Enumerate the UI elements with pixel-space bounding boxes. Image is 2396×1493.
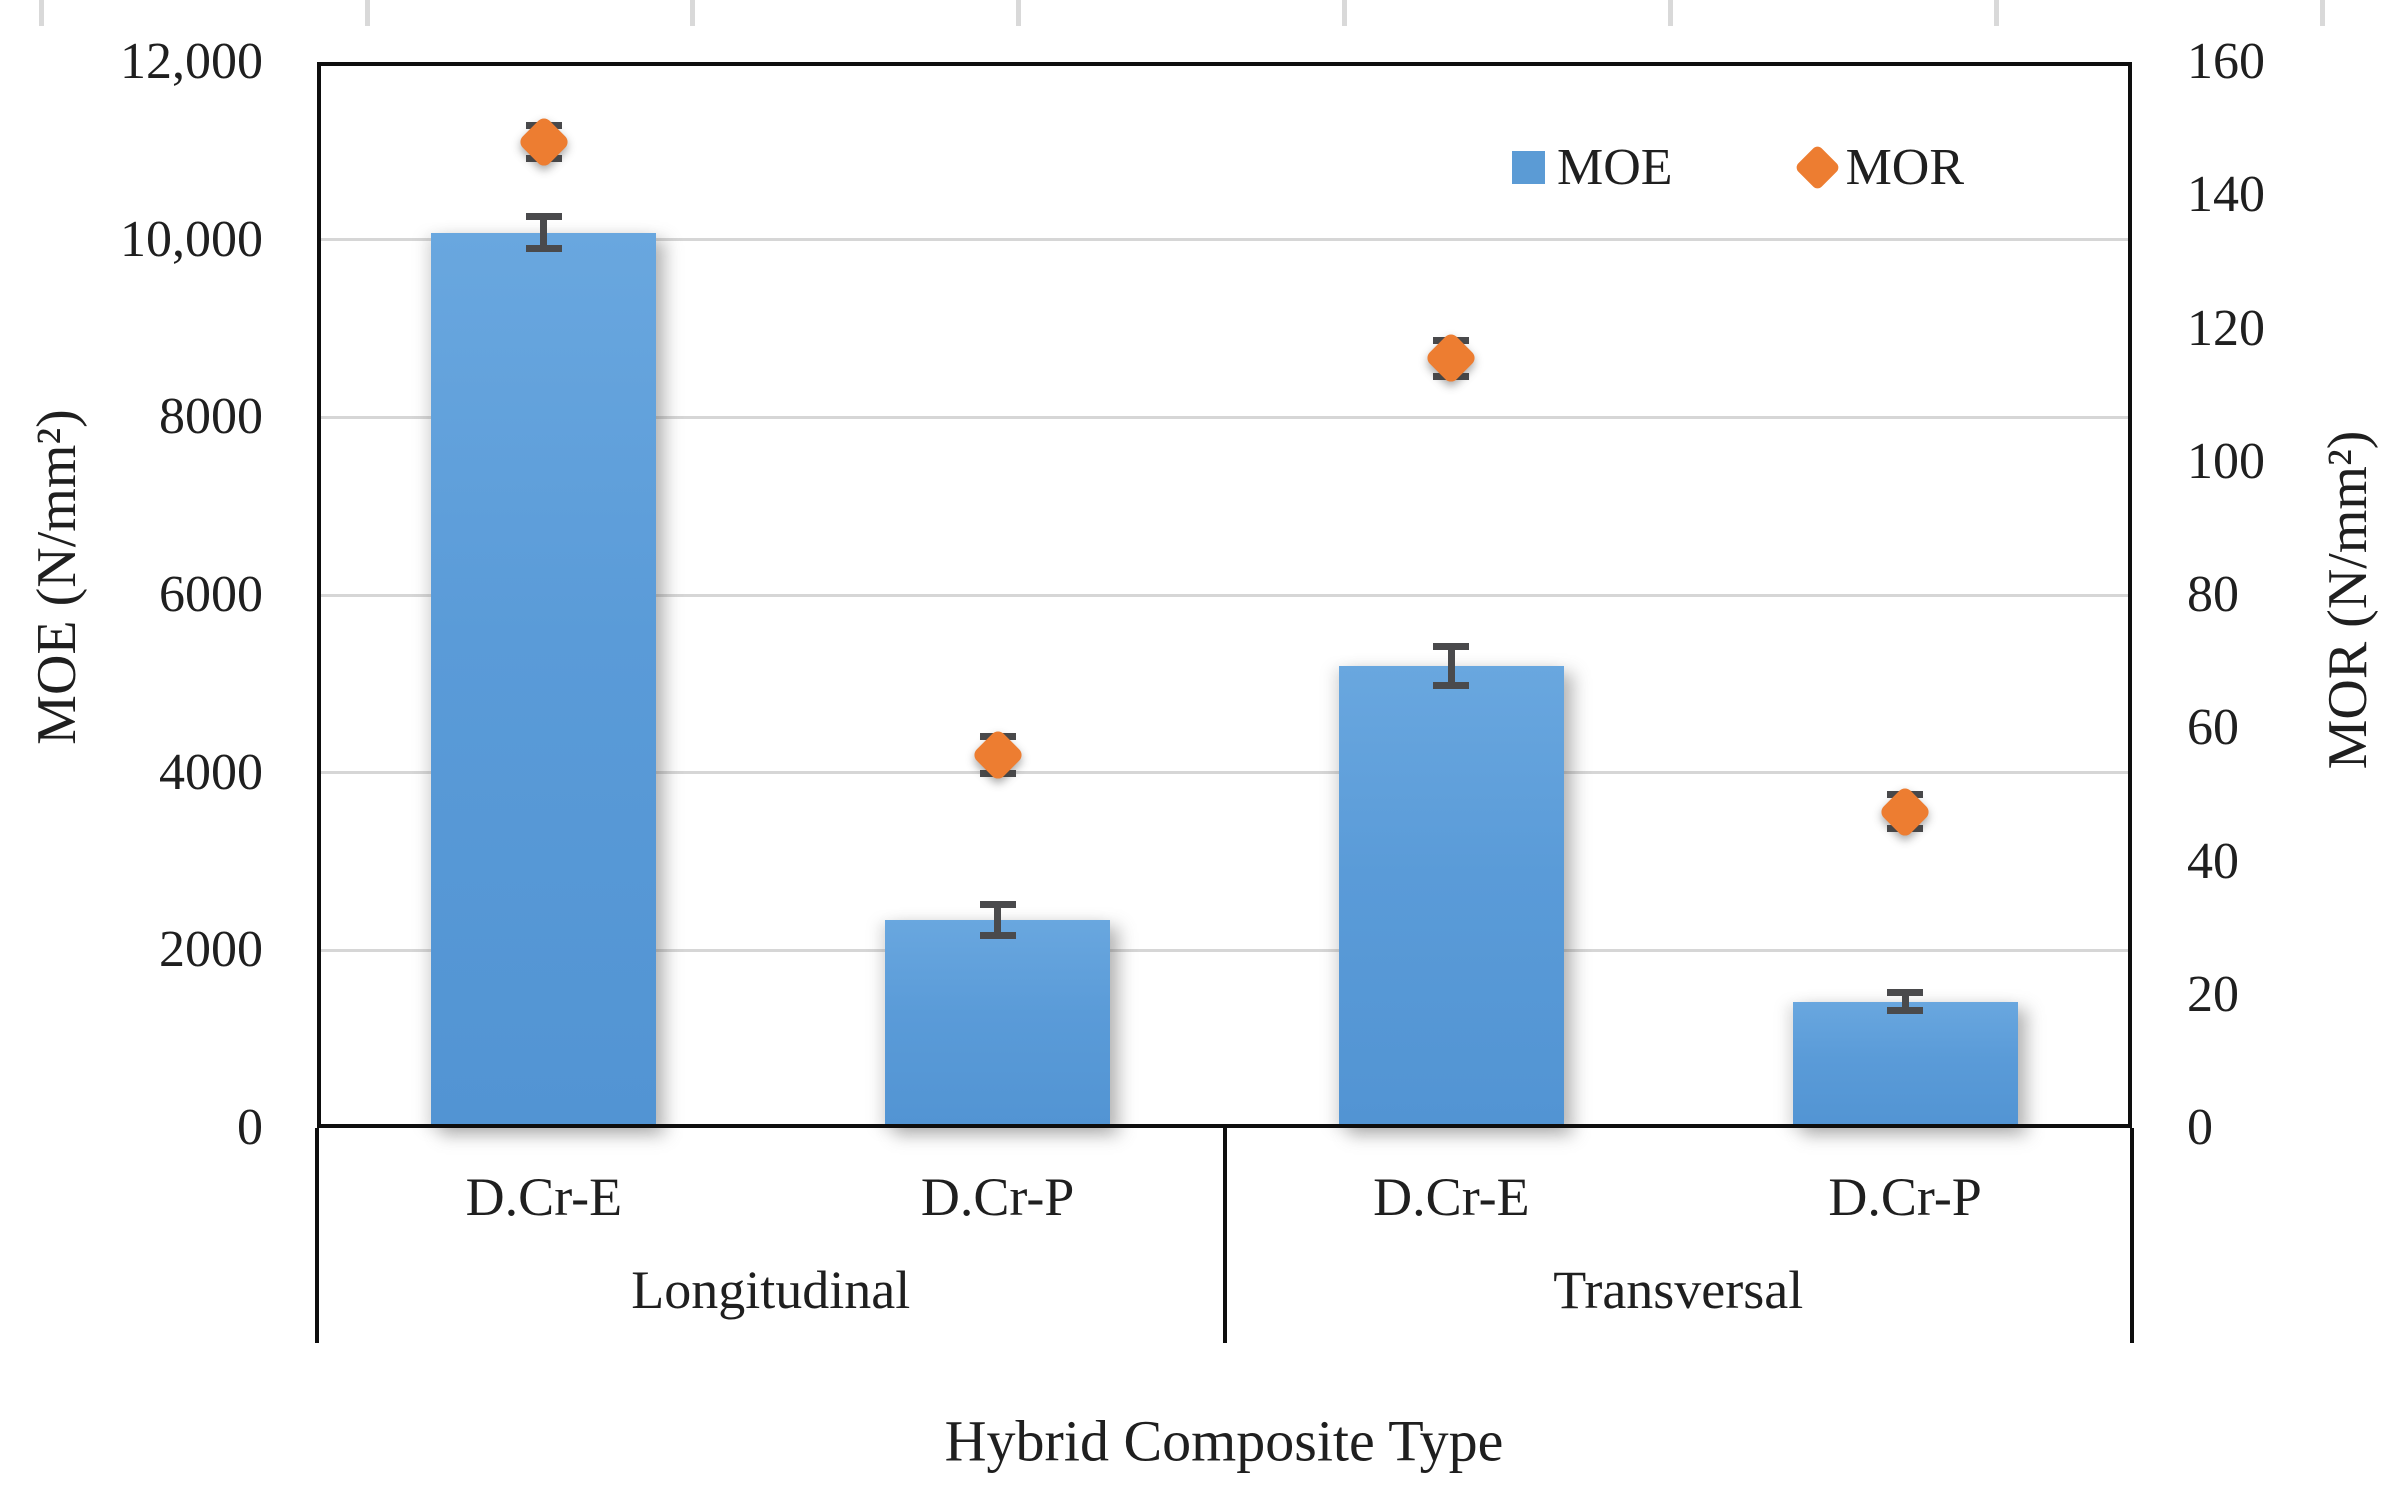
left-axis-tick-label: 0 <box>237 1099 263 1156</box>
top-edge-artifact-tick <box>365 0 370 26</box>
right-axis-tick-label: 80 <box>2187 566 2239 623</box>
right-axis-tick-label: 60 <box>2187 699 2239 757</box>
legend-label-mor: MOR <box>1845 139 1965 196</box>
top-edge-artifact-tick <box>1342 0 1347 26</box>
gridline <box>317 415 2132 419</box>
moe-error-cap-bottom <box>979 932 1016 940</box>
top-edge-artifact-tick <box>39 0 44 26</box>
left-axis-tick-label: 2000 <box>159 921 263 979</box>
moe-error-bar <box>1901 992 1909 1011</box>
left-axis-tick-label: 10,000 <box>120 210 263 268</box>
group-label: Transversal <box>1553 1260 1804 1320</box>
mor-diamond-swatch-icon <box>1793 144 1841 191</box>
right-axis-title: MOR (N/mm²) <box>2317 430 2379 770</box>
moe-error-bar <box>1447 646 1455 686</box>
moe-bar <box>1338 666 1564 1128</box>
gridline <box>317 238 2132 242</box>
left-axis-title: MOE (N/mm²) <box>26 409 88 745</box>
legend-label-moe: MOE <box>1557 139 1673 196</box>
right-axis-tick-label: 100 <box>2187 432 2265 490</box>
category-label: D.Cr-E <box>1373 1167 1530 1227</box>
gridline <box>317 771 2132 775</box>
category-label: D.Cr-P <box>920 1167 1075 1227</box>
top-edge-artifact-tick <box>690 0 695 26</box>
group-label: Longitudinal <box>631 1260 911 1320</box>
category-label: D.Cr-E <box>465 1167 623 1227</box>
gridline <box>317 593 2132 597</box>
gridline <box>317 948 2132 952</box>
legend-item-moe: MOE <box>1512 138 1673 197</box>
moe-error-bar <box>540 216 548 249</box>
top-edge-artifact-tick <box>1994 0 1999 26</box>
left-axis-tick-label: 4000 <box>159 743 263 801</box>
moe-error-cap-top <box>1887 989 1924 997</box>
moe-bar <box>1792 1001 2018 1128</box>
left-axis-tick-label: 8000 <box>159 388 263 446</box>
moe-error-cap-bottom <box>1433 682 1470 690</box>
moe-error-bar <box>994 904 1002 936</box>
category-label: D.Cr-P <box>1828 1167 1982 1227</box>
category-divider <box>315 1128 319 1343</box>
category-divider <box>2130 1128 2134 1343</box>
moe-bar <box>885 920 1111 1128</box>
legend-item-mor: MOR <box>1793 138 1965 197</box>
moe-error-cap-top <box>1433 643 1470 651</box>
moe-error-cap-bottom <box>1887 1007 1924 1015</box>
right-axis-tick-label: 160 <box>2187 33 2265 90</box>
moe-error-cap-top <box>979 901 1016 909</box>
top-edge-artifact-tick <box>1016 0 1021 26</box>
right-axis-tick-label: 140 <box>2187 166 2265 224</box>
top-edge-artifact-tick <box>1668 0 1673 26</box>
category-divider <box>1222 1128 1227 1343</box>
right-axis-tick-label: 20 <box>2187 965 2239 1023</box>
moe-square-swatch-icon <box>1512 151 1545 184</box>
right-axis-tick-label: 120 <box>2187 299 2265 357</box>
right-axis-tick-label: 0 <box>2187 1099 2213 1156</box>
moe-error-cap-top <box>525 212 562 220</box>
left-axis-tick-label: 6000 <box>159 566 263 623</box>
moe-error-cap-bottom <box>525 245 562 253</box>
legend: MOE MOR <box>1512 138 1964 197</box>
moe-bar <box>431 232 657 1128</box>
x-axis-title: Hybrid Composite Type <box>944 1408 1504 1474</box>
right-axis-tick-label: 40 <box>2187 832 2239 890</box>
left-axis-tick-label: 12,000 <box>120 33 263 90</box>
top-edge-artifact-tick <box>2320 0 2325 26</box>
